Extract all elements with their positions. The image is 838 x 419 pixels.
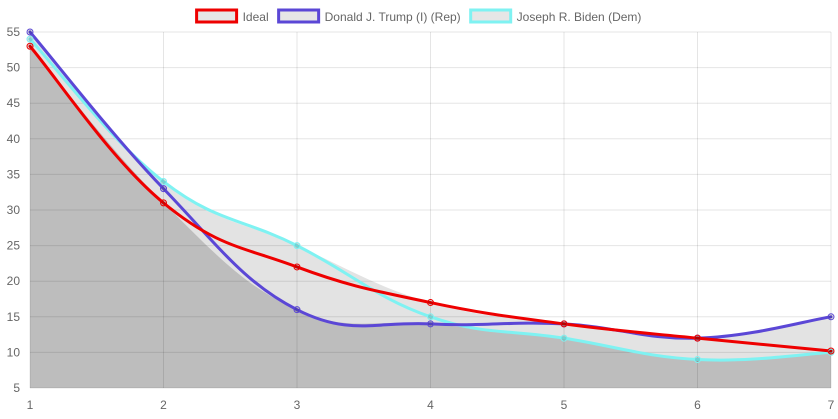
data-point[interactable] (427, 313, 434, 321)
legend-item[interactable]: Ideal (195, 8, 269, 24)
legend-swatch (195, 8, 239, 24)
legend-swatch (277, 8, 321, 24)
legend-label: Joseph R. Biden (Dem) (517, 10, 642, 24)
legend-item[interactable]: Donald J. Trump (I) (Rep) (277, 8, 461, 24)
y-tick-label: 40 (7, 132, 21, 146)
y-tick-label: 10 (7, 345, 21, 359)
x-tick-label: 6 (694, 398, 701, 412)
data-point[interactable] (827, 313, 835, 321)
data-point[interactable] (293, 242, 301, 250)
x-tick-label: 3 (294, 398, 301, 412)
y-tick-label: 50 (7, 61, 21, 75)
legend-label: Ideal (243, 10, 269, 24)
data-point[interactable] (26, 35, 34, 43)
legend: Ideal Donald J. Trump (I) (Rep) Joseph R. … (195, 8, 642, 24)
data-point[interactable] (827, 347, 835, 355)
x-axis-ticks: 1 2 3 4 5 6 7 (27, 398, 835, 412)
y-tick-label: 20 (7, 274, 21, 288)
grid-lines (29, 31, 832, 389)
y-tick-label: 25 (7, 239, 21, 253)
data-point[interactable] (694, 334, 701, 342)
legend-label: Donald J. Trump (I) (Rep) (325, 10, 461, 24)
data-point[interactable] (26, 28, 34, 36)
series-line-2 (28, 37, 833, 362)
legend-swatch (469, 8, 513, 24)
data-point[interactable] (560, 320, 568, 328)
data-point[interactable] (694, 356, 701, 364)
data-point[interactable] (427, 299, 434, 307)
x-tick-label: 4 (427, 398, 434, 412)
y-tick-label: 35 (7, 167, 21, 181)
y-tick-label: 5 (13, 381, 20, 395)
x-tick-label: 7 (828, 398, 835, 412)
series-line-0 (28, 44, 833, 353)
data-point[interactable] (160, 178, 167, 186)
area-under-lowest-series (30, 46, 831, 389)
data-point[interactable] (293, 306, 301, 314)
data-points (26, 28, 835, 364)
y-axis-ticks: 5 10 15 20 25 30 35 40 45 50 55 (7, 25, 21, 395)
data-point[interactable] (26, 42, 34, 50)
x-tick-label: 5 (561, 398, 568, 412)
legend-item[interactable]: Joseph R. Biden (Dem) (469, 8, 642, 24)
series-lines (28, 30, 833, 362)
x-tick-label: 1 (27, 398, 34, 412)
data-point[interactable] (160, 199, 167, 207)
area-fills (30, 32, 831, 389)
data-point[interactable] (293, 263, 301, 271)
y-tick-label: 30 (7, 203, 21, 217)
y-tick-label: 45 (7, 96, 21, 110)
x-tick-label: 2 (160, 398, 167, 412)
data-point[interactable] (560, 334, 568, 342)
y-tick-label: 15 (7, 310, 21, 324)
data-point[interactable] (427, 320, 434, 328)
y-tick-label: 55 (7, 25, 21, 39)
data-point[interactable] (160, 185, 167, 193)
